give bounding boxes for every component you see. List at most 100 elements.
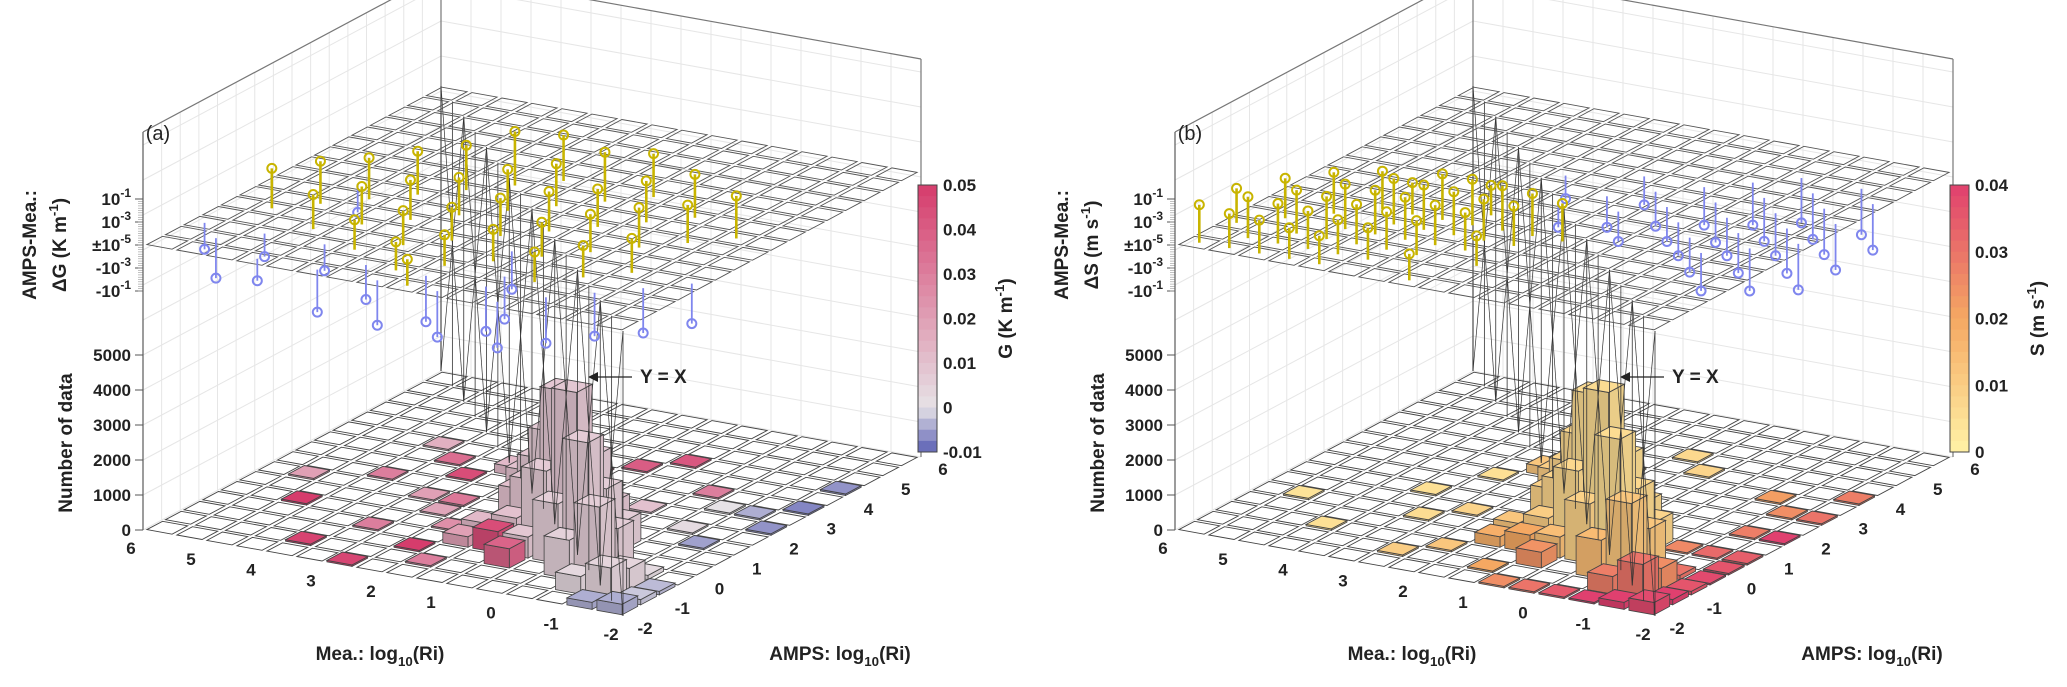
diagonal-line <box>531 239 556 494</box>
colorbar-tick-label: 0 <box>1975 443 1984 462</box>
axis-box-edge <box>1174 0 1424 133</box>
stem-marker <box>1807 233 1819 245</box>
stem-tick-label: 10-3 <box>101 209 131 232</box>
floor-cell-empty <box>1678 424 1722 439</box>
diagonal-line <box>463 147 487 402</box>
stem-negative <box>319 244 331 277</box>
colorbar-label: G (K m-1) <box>992 278 1017 358</box>
floor-cell-empty <box>1798 446 1842 460</box>
stem-marker <box>1855 229 1867 241</box>
plane-cell <box>467 213 511 228</box>
colorbar-label-main: G (K m <box>996 296 1017 358</box>
plane-cell <box>677 251 721 266</box>
floor-cell-empty <box>807 466 852 481</box>
x-tick-label: 5 <box>186 550 195 569</box>
x-tick-label: 0 <box>1518 604 1527 623</box>
plane-cell <box>1454 258 1499 273</box>
plane-cell <box>751 211 796 226</box>
stem-positive <box>1471 230 1483 266</box>
plane-cell <box>1592 164 1636 178</box>
panel-label: (b) <box>1178 123 1202 145</box>
plane-cell <box>687 160 732 175</box>
plane-cell <box>707 256 751 271</box>
plane-cell <box>493 178 537 193</box>
stem-negative <box>1638 176 1650 211</box>
histogram-bar <box>1424 537 1469 553</box>
plane-cell <box>1566 199 1611 214</box>
stem-tick-base: -10 <box>96 282 121 301</box>
stem-negative <box>1830 223 1842 276</box>
stem-negative <box>210 238 222 284</box>
bar-top <box>1682 463 1726 478</box>
bar-top <box>280 490 324 505</box>
stem-marker <box>349 214 361 226</box>
plane-cell <box>403 162 447 177</box>
plane-cell <box>544 108 589 123</box>
x-tick-label: -2 <box>1635 625 1650 644</box>
stem-negative <box>491 301 503 354</box>
floor-cell-empty <box>1327 547 1372 562</box>
floor-cell-empty <box>844 447 889 461</box>
stem-tick-base: ±10 <box>92 236 120 255</box>
panel-b: 01000200030004000500010-110-3±10-5-10-3-… <box>1052 0 2049 669</box>
histogram-bar <box>1466 557 1510 574</box>
y-axis-label-sub: 10 <box>864 654 879 669</box>
diagonal-line <box>1563 239 1588 494</box>
plane-cell <box>654 220 699 235</box>
histogram-bar <box>1765 505 1809 521</box>
plane-cell <box>335 177 380 191</box>
floor-cell-empty <box>1357 553 1402 567</box>
colorbar-segment <box>1950 218 1969 230</box>
stem-marker <box>1744 285 1756 297</box>
plane-cell <box>527 224 571 239</box>
stem-marker <box>1436 168 1448 180</box>
floor-cell-empty <box>470 433 514 447</box>
plane-cell <box>1739 256 1783 271</box>
stem-marker <box>1795 217 1807 229</box>
bar-top <box>624 498 669 513</box>
bar-top <box>1450 501 1495 516</box>
floor-cell-empty <box>661 480 706 495</box>
stem-positive <box>1321 190 1333 239</box>
colorbar-segment <box>918 285 937 297</box>
plane-cell <box>1612 260 1656 275</box>
floor-cell-empty <box>1526 570 1570 584</box>
stem-tick-base: 10 <box>101 213 120 232</box>
plane-cell <box>1503 254 1547 269</box>
stem-negative <box>1770 213 1782 262</box>
plane-cell <box>1364 242 1409 257</box>
colorbar-segment <box>918 329 937 342</box>
stem-positive <box>390 236 402 271</box>
plane-cell <box>298 196 343 211</box>
floor-cell-empty <box>425 478 470 492</box>
floor-cell-empty <box>680 470 724 485</box>
floor-cell-empty <box>395 472 440 487</box>
stem-marker <box>682 199 694 211</box>
plane-cell <box>1412 131 1456 146</box>
stem-marker <box>1369 184 1381 196</box>
plane-cell <box>1672 271 1716 286</box>
plane-cell <box>452 264 497 279</box>
z-axis-label: Number of data <box>56 373 77 513</box>
floor-cell-empty <box>1405 442 1449 456</box>
plane-cell <box>784 151 829 166</box>
colorbar-label-tail: ) <box>996 278 1017 284</box>
floor-cell-empty <box>751 496 796 511</box>
histogram-bar <box>325 551 370 568</box>
stem-marker <box>1792 284 1804 296</box>
stem-positive <box>349 214 361 250</box>
stem-tick-exp: -3 <box>120 209 131 223</box>
bar-top <box>1765 505 1809 519</box>
stem-marker <box>1672 250 1684 262</box>
floor-cell-empty <box>414 462 459 477</box>
bar-top <box>1727 525 1772 539</box>
colorbar-tick-label: 0.03 <box>1975 243 2008 262</box>
colorbar-segment <box>1950 229 1969 242</box>
colorbar-segment <box>918 407 937 420</box>
colorbar-segment <box>1950 274 1969 286</box>
floor-cell-empty <box>664 414 709 429</box>
stem-tick-exp: -1 <box>120 186 131 200</box>
floor-cell-empty <box>1323 507 1367 521</box>
plane-cell <box>414 177 459 192</box>
colorbar-segment <box>1950 351 1969 364</box>
